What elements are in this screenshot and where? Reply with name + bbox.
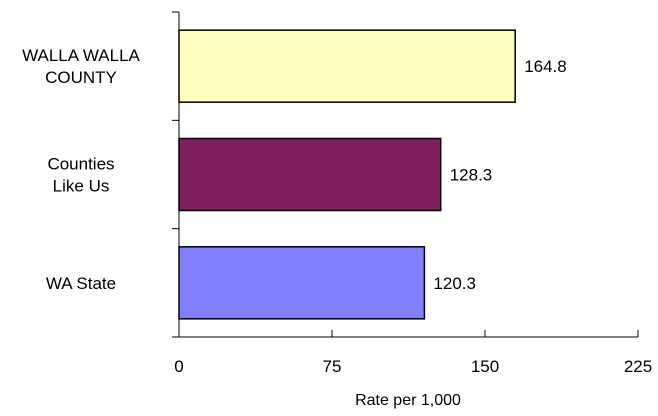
category-label-line: WALLA WALLA — [22, 46, 140, 65]
x-axis-title: Rate per 1,000 — [355, 392, 461, 409]
x-tick-label: 75 — [323, 357, 342, 376]
bar — [178, 246, 426, 320]
category-label-line: Counties — [47, 155, 114, 174]
bar — [178, 137, 442, 212]
data-label: 120.3 — [433, 274, 476, 293]
chart-labels: 0 75 150 225 164.8 WALLA WALLA COUNTY 128.3 Coun… — [22, 46, 652, 376]
x-tick-label: 0 — [174, 357, 183, 376]
category-label: WA State — [46, 274, 116, 293]
category-label-line: COUNTY — [45, 68, 117, 87]
data-label: 164.8 — [524, 57, 567, 76]
category-label-line: WA State — [46, 274, 116, 293]
chart-bars — [178, 29, 516, 320]
bar — [178, 29, 516, 103]
data-label: 128.3 — [450, 166, 493, 185]
x-tick-label: 150 — [471, 357, 499, 376]
category-label: Counties Like Us — [47, 155, 114, 196]
category-label-line: Like Us — [53, 177, 110, 196]
category-label: WALLA WALLA COUNTY — [22, 46, 140, 87]
x-tick-label: 225 — [624, 357, 652, 376]
